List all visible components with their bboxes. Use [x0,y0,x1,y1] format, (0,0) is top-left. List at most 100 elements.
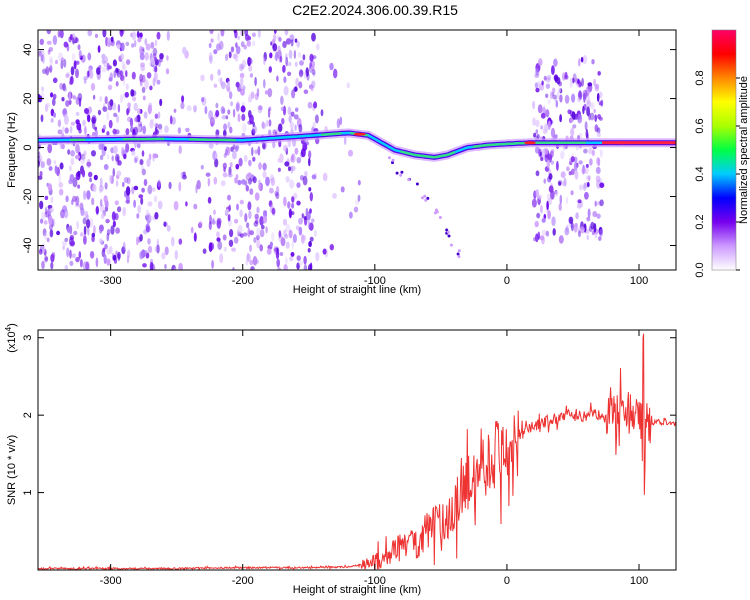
scatter-point [107,106,113,111]
scatter-point [48,166,53,171]
scatter-point [246,222,250,229]
scatter-point [217,240,223,250]
scatter-point [97,109,102,116]
scatter-point [584,121,588,131]
ridge-peak [353,132,366,136]
scatter-point [254,76,257,87]
scatter-point [586,100,592,109]
scatter-point [591,149,596,157]
scatter-point [228,51,232,59]
scatter-point [285,256,288,265]
scatter-point [272,141,276,149]
scatter-point [166,55,169,61]
scatter-point [573,223,578,233]
scatter-point [121,42,125,52]
scatter-point [571,168,575,176]
scatter-point [59,188,64,196]
scatter-point [64,237,69,242]
scatter-point [584,191,589,200]
scatter-point [109,99,114,107]
scatter-point [333,68,338,79]
scatter-point [112,167,116,177]
scatter-point [66,247,70,258]
scatter-point [280,106,285,112]
scatter-point [241,113,246,121]
scatter-point [99,95,103,102]
scatter-point [223,246,227,252]
x-tick-label: -200 [232,275,254,287]
scatter-point [541,80,544,86]
scatter-point [262,215,268,224]
scatter-point [121,60,125,70]
tail-point [426,196,430,200]
scatter-point [136,213,140,219]
scatter-point [39,200,44,210]
scatter-point [253,237,257,243]
scatter-point [559,194,563,205]
scatter-point [99,204,105,213]
scatter-point [273,246,277,255]
scatter-point [132,96,137,102]
scatter-point [531,198,537,208]
scatter-point [112,59,117,67]
scatter-point [304,170,308,177]
scatter-point [235,163,240,170]
scatter-point [581,167,586,174]
scatter-point [60,60,64,70]
scatter-point [66,226,71,233]
scatter-point [108,77,113,82]
scatter-point [127,102,131,108]
scatter-point [346,82,351,89]
scatter-point [145,226,151,233]
scatter-point [245,258,248,266]
scatter-point [45,66,50,76]
scatter-point [573,156,578,164]
scatter-point [80,159,85,165]
scatter-point [54,165,58,174]
scatter-point [63,41,68,48]
scatter-point [75,154,80,160]
scatter-point [73,230,78,236]
scatter-point [106,62,110,71]
scatter-point [52,98,56,107]
scatter-point [50,261,54,270]
scatter-point [545,230,550,237]
scatter-point [311,32,316,42]
scatter-point [582,105,585,115]
scatter-point [180,171,184,179]
scatter-point [163,221,167,227]
scatter-point [241,59,247,68]
scatter-point [307,248,311,253]
scatter-point [131,43,135,48]
scatter-point [284,161,290,167]
scatter-point [222,172,228,178]
scatter-point [77,170,81,177]
scatter-point [252,121,255,127]
scatter-point [585,164,589,168]
colorbar-axis: 0.0 0.2 0.4 0.6 0.8 [694,70,740,278]
scatter-point [95,205,100,215]
scatter-point [234,177,238,184]
scatter-point [64,264,69,270]
scatter-point [288,61,292,67]
scatter-point [137,37,142,43]
scatter-point [229,229,234,238]
scatter-point [262,162,267,171]
scatter-point [540,156,544,162]
scatter-point [276,185,280,195]
scatter-point [271,232,275,242]
scatter-point [227,109,231,115]
scatter-point [125,83,129,91]
scatter-point [102,106,108,112]
scatter-point [532,100,536,110]
scatter-point [122,77,126,87]
scatter-point [108,119,113,129]
colorbar-tick-label: 0.8 [694,70,706,85]
x-tick-label: -100 [364,575,386,587]
scatter-point [309,236,314,242]
scatter-point [256,234,260,241]
scatter-point [106,112,110,121]
scatter-point [152,187,156,192]
scatter-point [75,143,80,154]
